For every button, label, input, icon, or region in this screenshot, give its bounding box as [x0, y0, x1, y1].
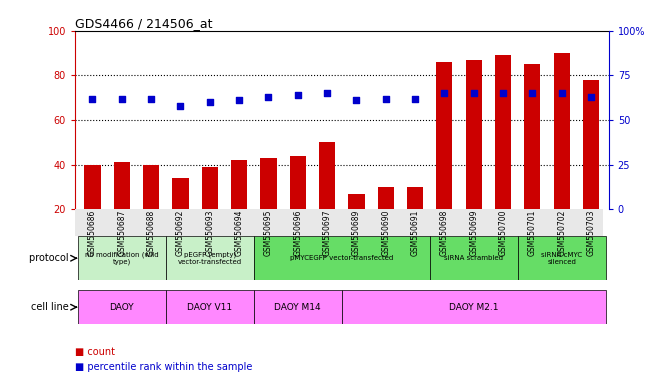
Bar: [254, 290, 342, 324]
Bar: [583, 80, 599, 254]
Text: no modification (wild
type): no modification (wild type): [85, 251, 159, 265]
Bar: [260, 158, 277, 254]
Point: [204, 99, 215, 105]
Text: DAOY M14: DAOY M14: [275, 303, 321, 312]
Bar: [78, 290, 166, 324]
Text: pEGFP (empty)
vector-transfected: pEGFP (empty) vector-transfected: [178, 252, 242, 265]
Text: GSM550692: GSM550692: [176, 209, 185, 256]
Bar: [407, 187, 423, 254]
Text: GSM550693: GSM550693: [205, 209, 214, 256]
Text: GSM550702: GSM550702: [557, 209, 566, 256]
Text: protocol: protocol: [29, 253, 72, 263]
Point: [439, 90, 450, 96]
Text: siRNA scrambled: siRNA scrambled: [444, 255, 503, 261]
Bar: [290, 156, 306, 254]
Text: GSM550699: GSM550699: [469, 209, 478, 256]
Point: [234, 97, 244, 103]
Bar: [518, 236, 605, 280]
Bar: [78, 236, 166, 280]
Point: [498, 90, 508, 96]
Text: DAOY: DAOY: [109, 303, 134, 312]
Text: GSM550690: GSM550690: [381, 209, 390, 256]
Bar: [166, 290, 254, 324]
Point: [175, 103, 186, 109]
Bar: [319, 142, 335, 254]
Bar: [254, 236, 430, 280]
Point: [117, 96, 127, 102]
Bar: [465, 60, 482, 254]
Text: GSM550689: GSM550689: [352, 209, 361, 256]
Bar: [378, 187, 394, 254]
Bar: [202, 167, 218, 254]
Text: GSM550687: GSM550687: [117, 209, 126, 256]
Point: [263, 94, 273, 100]
Text: ■ count: ■ count: [75, 347, 115, 357]
Text: GSM550691: GSM550691: [411, 209, 420, 256]
Point: [527, 90, 538, 96]
Bar: [173, 178, 189, 254]
Text: GSM550701: GSM550701: [528, 209, 537, 256]
Point: [410, 96, 421, 102]
Text: GSM550697: GSM550697: [323, 209, 331, 256]
Point: [352, 97, 362, 103]
Point: [586, 94, 596, 100]
Text: ■ percentile rank within the sample: ■ percentile rank within the sample: [75, 362, 252, 372]
Text: siRNA cMYC
silenced: siRNA cMYC silenced: [541, 252, 582, 265]
Bar: [430, 236, 518, 280]
Text: GSM550700: GSM550700: [499, 209, 508, 256]
Point: [557, 90, 567, 96]
Bar: [495, 55, 511, 254]
Text: GSM550686: GSM550686: [88, 209, 97, 256]
Bar: [554, 53, 570, 254]
Bar: [114, 162, 130, 254]
Text: GSM550698: GSM550698: [440, 209, 449, 256]
Text: GSM550696: GSM550696: [294, 209, 302, 256]
Bar: [143, 165, 159, 254]
Point: [322, 90, 332, 96]
Bar: [166, 236, 254, 280]
Text: GSM550688: GSM550688: [146, 209, 156, 255]
Point: [292, 92, 303, 98]
Text: pMYCEGFP vector-transfected: pMYCEGFP vector-transfected: [290, 255, 393, 261]
Text: DAOY V11: DAOY V11: [187, 303, 232, 312]
Bar: [348, 194, 365, 254]
Text: cell line: cell line: [31, 302, 72, 312]
Bar: [85, 165, 100, 254]
Bar: [342, 290, 605, 324]
Bar: [524, 64, 540, 254]
Text: GSM550695: GSM550695: [264, 209, 273, 256]
Bar: [231, 160, 247, 254]
Bar: [436, 62, 452, 254]
Text: GSM550694: GSM550694: [234, 209, 243, 256]
Point: [381, 96, 391, 102]
Text: GDS4466 / 214506_at: GDS4466 / 214506_at: [75, 17, 212, 30]
Text: GSM550703: GSM550703: [587, 209, 596, 256]
Point: [87, 96, 98, 102]
Point: [469, 90, 479, 96]
Point: [146, 96, 156, 102]
Text: DAOY M2.1: DAOY M2.1: [449, 303, 499, 312]
